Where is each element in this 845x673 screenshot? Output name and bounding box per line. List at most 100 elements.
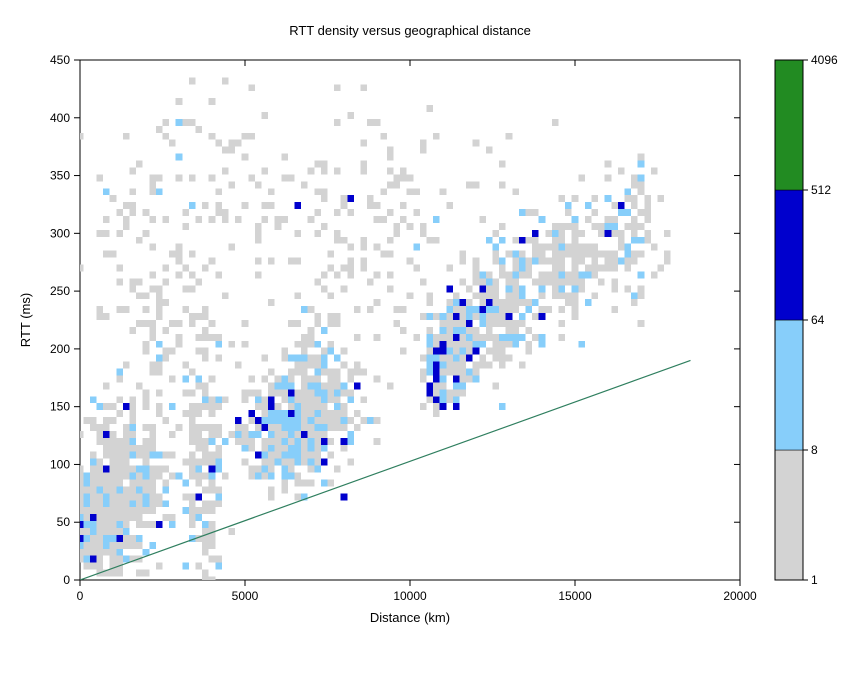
density-cell — [229, 341, 236, 348]
density-cell — [156, 285, 163, 292]
density-cell — [440, 396, 447, 403]
density-cell — [460, 389, 467, 396]
density-cell — [625, 188, 632, 195]
density-cell — [143, 500, 150, 507]
density-cell — [618, 209, 625, 216]
density-cell — [486, 285, 493, 292]
density-cell — [281, 348, 288, 355]
density-cell — [572, 258, 579, 265]
density-cell — [420, 278, 427, 285]
density-cell — [440, 375, 447, 382]
density-cell — [90, 542, 97, 549]
density-cell — [559, 271, 566, 278]
density-cell — [321, 438, 328, 445]
density-cell — [281, 431, 288, 438]
density-cell — [341, 348, 348, 355]
density-cell — [288, 375, 295, 382]
density-cell — [321, 355, 328, 362]
density-cell — [328, 438, 335, 445]
density-cell — [598, 251, 605, 258]
density-cell — [262, 375, 269, 382]
density-cell — [116, 479, 123, 486]
density-cell — [143, 320, 150, 327]
density-cell — [202, 382, 209, 389]
density-cell — [209, 473, 216, 480]
density-cell — [328, 375, 335, 382]
density-cell — [229, 431, 236, 438]
density-cell — [103, 403, 110, 410]
density-cell — [314, 417, 321, 424]
density-cell — [341, 438, 348, 445]
density-cell — [427, 341, 434, 348]
density-cell — [625, 209, 632, 216]
density-cell — [169, 375, 176, 382]
density-cell — [262, 459, 269, 466]
density-cell — [97, 528, 104, 535]
density-cell — [97, 174, 104, 181]
density-cell — [585, 202, 592, 209]
density-cell — [103, 542, 110, 549]
density-cell — [295, 396, 302, 403]
density-cell — [136, 320, 143, 327]
density-cell — [268, 431, 275, 438]
density-cell — [512, 341, 519, 348]
density-cell — [638, 251, 645, 258]
density-cell — [308, 334, 315, 341]
density-cell — [215, 493, 222, 500]
density-cell — [453, 362, 460, 369]
density-cell — [493, 292, 500, 299]
density-cell — [453, 306, 460, 313]
density-cell — [130, 479, 137, 486]
density-cell — [301, 417, 308, 424]
density-cell — [136, 466, 143, 473]
density-cell — [242, 459, 249, 466]
density-cell — [519, 362, 526, 369]
chart-background — [0, 0, 845, 673]
density-cell — [110, 452, 117, 459]
density-cell — [618, 202, 625, 209]
density-cell — [328, 382, 335, 389]
density-cell — [189, 77, 196, 84]
density-cell — [572, 265, 579, 272]
density-cell — [479, 313, 486, 320]
density-cell — [248, 375, 255, 382]
density-cell — [83, 507, 90, 514]
density-cell — [361, 258, 368, 265]
density-cell — [427, 313, 434, 320]
density-cell — [288, 320, 295, 327]
density-cell — [341, 285, 348, 292]
density-cell — [83, 556, 90, 563]
density-cell — [136, 278, 143, 285]
density-cell — [314, 396, 321, 403]
density-cell — [347, 265, 354, 272]
density-cell — [215, 466, 222, 473]
density-cell — [631, 202, 638, 209]
density-cell — [334, 375, 341, 382]
density-cell — [605, 258, 612, 265]
density-cell — [499, 265, 506, 272]
density-cell — [354, 369, 361, 376]
density-cell — [526, 258, 533, 265]
density-cell — [341, 403, 348, 410]
density-cell — [512, 292, 519, 299]
y-tick-label: 200 — [50, 342, 70, 356]
density-cell — [321, 445, 328, 452]
density-cell — [235, 362, 242, 369]
density-cell — [407, 223, 414, 230]
density-cell — [242, 389, 249, 396]
density-cell — [638, 174, 645, 181]
density-cell — [136, 473, 143, 480]
density-cell — [460, 362, 467, 369]
density-cell — [374, 375, 381, 382]
density-cell — [215, 209, 222, 216]
density-cell — [215, 334, 222, 341]
density-cell — [97, 424, 104, 431]
density-cell — [334, 313, 341, 320]
density-cell — [605, 174, 612, 181]
density-cell — [466, 181, 473, 188]
density-cell — [83, 563, 90, 570]
density-cell — [400, 167, 407, 174]
density-cell — [110, 570, 117, 577]
density-cell — [130, 202, 137, 209]
density-cell — [341, 195, 348, 202]
